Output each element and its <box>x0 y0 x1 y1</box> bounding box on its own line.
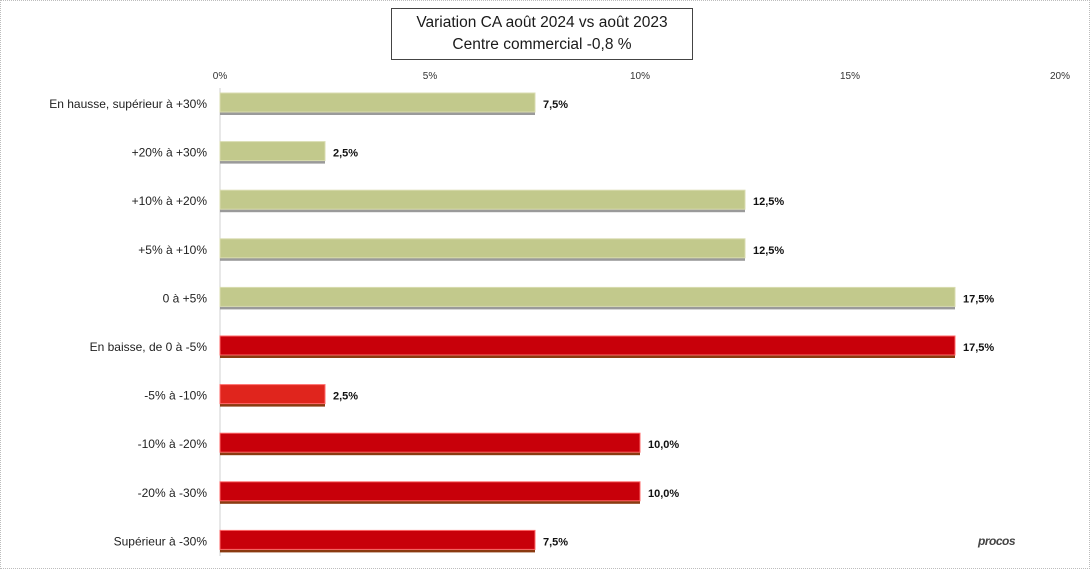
bar-shadow <box>220 160 325 164</box>
data-label: 10,0% <box>648 439 679 451</box>
category-label: -20% à -30% <box>138 486 208 500</box>
bar-shadow <box>220 306 955 310</box>
bar-shadow <box>220 403 325 407</box>
data-label: 12,5% <box>753 196 784 208</box>
bar <box>219 481 641 502</box>
bar-shadow <box>220 209 745 213</box>
bar <box>219 432 641 453</box>
bar-shadow <box>220 549 535 553</box>
data-label: 12,5% <box>753 245 784 257</box>
category-label: Supérieur à -30% <box>114 534 208 548</box>
data-label: 7,5% <box>543 536 568 548</box>
bar <box>219 141 326 162</box>
data-label: 17,5% <box>963 293 994 305</box>
bar-shadow <box>220 355 955 358</box>
bar <box>219 286 956 307</box>
brand-logo: procos <box>978 534 1016 548</box>
bar <box>219 238 746 259</box>
data-label: 2,5% <box>333 148 358 160</box>
x-tick-label: 0% <box>213 71 228 82</box>
data-label: 10,0% <box>648 488 679 500</box>
category-label: -10% à -20% <box>138 437 208 451</box>
bar-shadow <box>220 257 745 261</box>
bar-shadow <box>220 500 640 504</box>
data-label: 7,5% <box>543 99 568 111</box>
x-tick-label: 10% <box>630 71 650 82</box>
bar <box>219 189 746 210</box>
data-label: 17,5% <box>963 342 994 354</box>
category-label: +20% à +30% <box>132 146 208 160</box>
category-label: +5% à +10% <box>138 243 207 257</box>
category-label: En hausse, supérieur à +30% <box>49 97 207 111</box>
category-label: En baisse, de 0 à -5% <box>90 340 208 354</box>
x-tick-label: 20% <box>1050 71 1070 82</box>
chart-subtitle: Centre commercial -0,8 % <box>452 36 632 53</box>
category-label: -5% à -10% <box>144 389 207 403</box>
data-label: 2,5% <box>333 391 358 403</box>
bar <box>219 92 536 113</box>
bar <box>219 335 956 356</box>
x-tick-label: 15% <box>840 71 860 82</box>
x-tick-label: 5% <box>423 71 438 82</box>
bar <box>219 384 326 405</box>
bar-shadow <box>220 452 640 456</box>
bar-shadow <box>220 112 535 115</box>
category-label: 0 à +5% <box>163 291 208 305</box>
bar <box>219 529 536 550</box>
category-label: +10% à +20% <box>132 194 208 208</box>
chart-title-box: Variation CA août 2024 vs août 2023 Cent… <box>391 8 693 60</box>
chart-title: Variation CA août 2024 vs août 2023 <box>416 14 668 31</box>
